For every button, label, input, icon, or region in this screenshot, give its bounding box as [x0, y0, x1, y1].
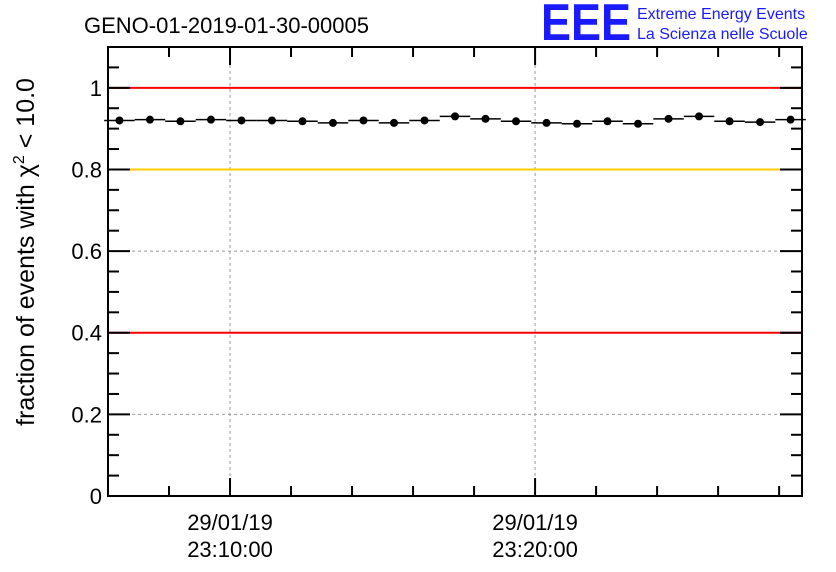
- data-point: [420, 116, 429, 125]
- reference-lines: [108, 86, 802, 334]
- data-point: [786, 115, 795, 124]
- data-point: [664, 114, 673, 123]
- y-tick-label: 1: [90, 76, 102, 101]
- y-axis-label: fraction of events with χ2 < 10.0: [11, 78, 40, 426]
- data-point: [725, 117, 734, 126]
- data-point: [115, 116, 124, 125]
- data-point: [756, 118, 765, 127]
- y-tick-label: 0: [90, 484, 102, 509]
- data-point: [603, 117, 612, 126]
- data-point: [481, 114, 490, 123]
- data-point: [389, 118, 398, 127]
- eee-logo-letters: EEE: [541, 0, 631, 52]
- x-tick-label-time: 23:20:00: [492, 537, 578, 562]
- data-point: [695, 112, 704, 121]
- axes: [107, 46, 803, 497]
- data-point: [267, 116, 276, 125]
- x-tick-label-date: 29/01/19: [492, 510, 578, 535]
- x-tick-label-time: 23:10:00: [187, 537, 273, 562]
- y-axis-label-superscript: 2: [11, 155, 28, 164]
- data-point: [206, 115, 215, 124]
- data-series: [104, 112, 806, 128]
- data-point: [512, 117, 521, 126]
- data-point: [298, 117, 307, 126]
- y-tick-labels: 0 0.2 0.4 0.6 0.8 1: [71, 76, 102, 509]
- y-axis-label-main: fraction of events with χ: [12, 164, 40, 426]
- eee-logo-line2: La Scienza nelle Scuole: [637, 26, 808, 43]
- data-point: [237, 116, 246, 125]
- chart-title: GENO-01-2019-01-30-00005: [84, 13, 369, 38]
- y-axis-label-tail: < 10.0: [12, 78, 40, 155]
- eee-logo: EEE Extreme Energy Events La Scienza nel…: [541, 0, 808, 52]
- data-point: [634, 119, 643, 128]
- y-tick-label: 0.6: [71, 239, 102, 264]
- data-point: [542, 118, 551, 127]
- data-point: [176, 117, 185, 126]
- x-tick-label-date: 29/01/19: [187, 510, 273, 535]
- eee-logo-line1: Extreme Energy Events: [637, 6, 805, 23]
- data-point: [359, 116, 368, 125]
- data-point: [451, 112, 459, 121]
- data-point: [573, 119, 582, 128]
- y-tick-label: 0.4: [71, 321, 102, 346]
- y-tick-label: 0.2: [71, 402, 102, 427]
- y-tick-label: 0.8: [71, 157, 102, 182]
- data-point: [145, 115, 154, 124]
- data-point: [328, 118, 337, 127]
